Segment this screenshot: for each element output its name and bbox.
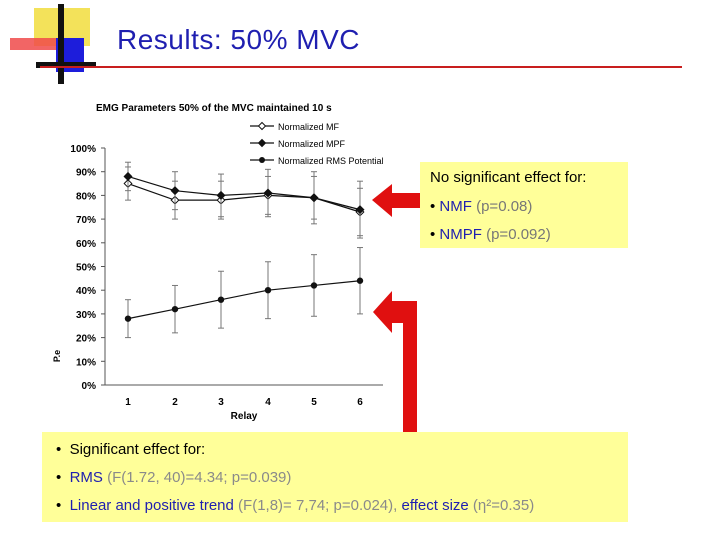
rms-result: • RMS (F(1.72, 40)=4.34; p=0.039) (56, 469, 292, 486)
x-tick-label: 4 (265, 397, 271, 408)
no-effect-box: No significant effect for: • NMF (p=0.08… (420, 162, 628, 248)
nmpf-result: • NMPF (p=0.092) (430, 226, 551, 243)
data-point (217, 296, 225, 303)
nmf-label: NMF (439, 198, 472, 215)
data-point (170, 186, 180, 196)
series-line (127, 175, 361, 211)
x-tick-label: 2 (172, 397, 178, 408)
legend-marker (257, 121, 267, 131)
y-tick-label: 80% (76, 191, 96, 202)
title-underline (40, 66, 682, 68)
x-tick-label: 6 (357, 397, 363, 408)
effect-size-label: effect size (401, 497, 469, 514)
y-tick-label: 30% (76, 310, 96, 321)
nmpf-label: NMPF (439, 226, 482, 243)
data-point (123, 171, 133, 181)
y-tick-label: 70% (76, 215, 96, 226)
slide-title: Results: 50% MVC (117, 24, 360, 55)
legend-entry: Normalized MPF (278, 139, 346, 149)
x-tick-label: 5 (311, 397, 317, 408)
legend-marker (257, 138, 267, 148)
data-point (216, 190, 226, 200)
nmpf-stat: (p=0.092) (486, 226, 551, 243)
nmf-stat: (p=0.08) (476, 198, 533, 215)
data-point (310, 282, 318, 289)
y-axis-label: P.e (52, 350, 62, 362)
rms-label: RMS (69, 469, 103, 486)
y-tick-label: 100% (70, 144, 96, 155)
series-line (127, 182, 361, 213)
data-point (355, 205, 365, 215)
arrow-to-rms-curve (373, 291, 417, 436)
rms-stat: (F(1.72, 40)=4.34; p=0.039) (107, 469, 292, 486)
data-point (124, 315, 132, 322)
legend-marker (259, 157, 265, 163)
x-axis-label: Relay (231, 411, 258, 422)
data-point (171, 305, 179, 313)
chart-title: EMG Parameters 50% of the MVC maintained… (96, 103, 332, 114)
effect-size-stat: (η²=0.35) (472, 497, 535, 514)
x-tick-label: 3 (218, 397, 224, 408)
significant-heading-row: • Significant effect for: (56, 441, 206, 458)
data-point (309, 193, 319, 203)
trend-result: • Linear and positive trend (F(1,8)= 7,7… (56, 497, 535, 514)
data-point (356, 277, 364, 284)
x-tick-label: 1 (125, 397, 131, 408)
data-point (264, 287, 272, 294)
legend-entry: Normalized MF (278, 122, 340, 132)
no-effect-heading: No significant effect for: (430, 169, 587, 186)
data-point (263, 188, 273, 198)
significant-effect-box: • Significant effect for: • RMS (F(1.72,… (42, 432, 628, 522)
y-tick-label: 50% (76, 263, 96, 274)
arrow-to-upper-curves (372, 184, 426, 217)
legend-entry: Normalized RMS Potential (278, 156, 384, 166)
nmf-result: • NMF (p=0.08) (430, 198, 533, 215)
y-tick-label: 40% (76, 286, 96, 297)
y-tick-label: 60% (76, 239, 96, 250)
y-tick-label: 90% (76, 168, 96, 179)
trend-stat: (F(1,8)= 7,74; p=0.024), (238, 497, 398, 514)
y-tick-label: 10% (76, 357, 96, 368)
y-tick-label: 0% (82, 381, 97, 392)
significant-heading: Significant effect for: (69, 441, 206, 458)
y-tick-label: 20% (76, 334, 96, 345)
logo-vertical-bar (58, 4, 64, 84)
logo-red-bar (10, 38, 58, 50)
trend-label: Linear and positive trend (69, 497, 234, 514)
logo-horizontal-bar (36, 62, 96, 68)
series-line (127, 280, 361, 320)
